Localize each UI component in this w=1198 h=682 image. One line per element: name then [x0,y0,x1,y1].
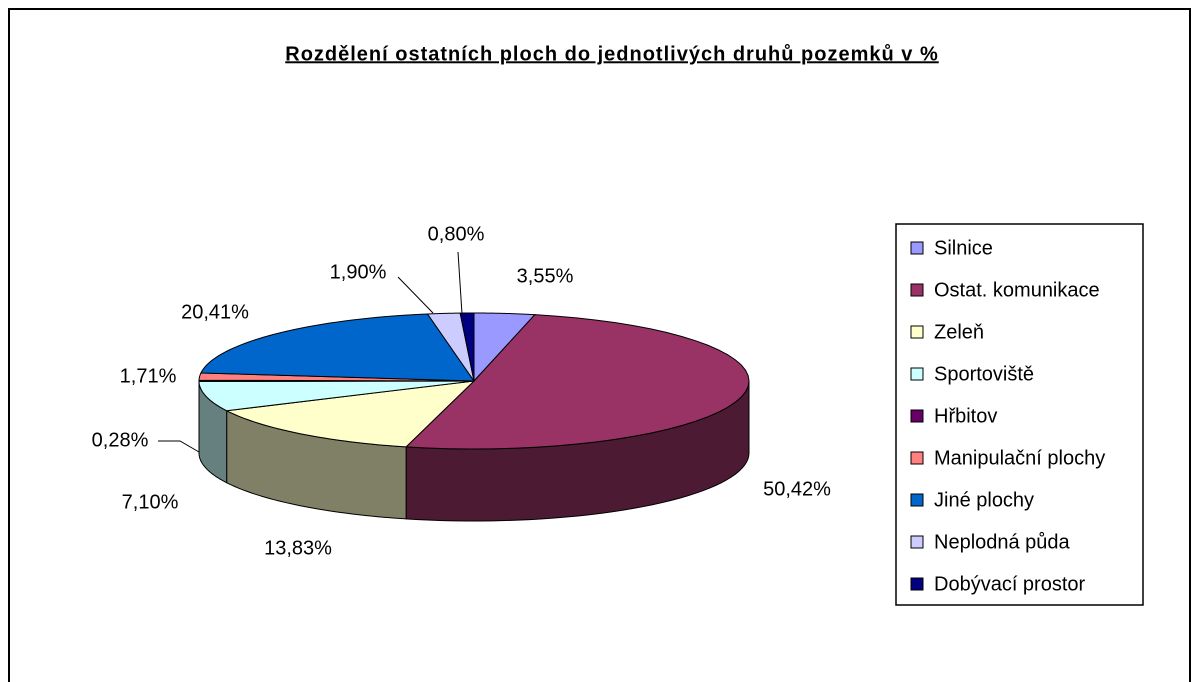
legend-label: Ostat. komunikace [934,279,1100,301]
data-label: 0,28% [92,429,149,451]
legend-swatch [910,283,924,297]
legend-label: Silnice [934,237,993,259]
slice-top [200,313,475,382]
legend-label: Zeleň [934,321,984,343]
legend-box [895,223,1144,606]
slice-top [426,312,475,382]
data-label: 50,42% [763,478,831,500]
legend-swatch [910,367,924,381]
legend-label: Neplodná půda [934,531,1071,553]
chart-frame [8,8,1191,682]
data-label: 1,90% [330,261,387,283]
legend-swatch [910,409,924,423]
chart-title: Rozdělení ostatních ploch do jednotlivýc… [285,43,939,65]
slice [426,312,475,382]
legend-swatch [910,577,924,591]
legend-swatch [910,535,924,549]
legend-label: Dobývací prostor [934,573,1086,595]
data-label: 3,55% [517,265,574,287]
legend-swatch [910,325,924,339]
data-label: 1,71% [120,365,177,387]
legend-swatch [910,451,924,465]
slice-top [404,314,750,450]
slice-top [224,380,476,448]
leader-line [397,276,434,314]
leader-line [457,251,463,315]
leader-line [158,440,200,453]
slice [198,380,475,484]
legend-swatch [910,493,924,507]
slice [200,313,475,382]
legend-label: Hřbitov [934,405,997,427]
data-label: 20,41% [181,301,249,323]
legend-label: Jiné plochy [934,489,1034,511]
legend-swatch [910,241,924,255]
data-label: 13,83% [264,537,332,559]
data-label: 0,80% [428,223,485,245]
data-label: 7,10% [122,491,179,513]
slice [404,314,750,522]
legend-label: Sportoviště [934,363,1034,385]
legend-label: Manipulační plochy [934,447,1105,469]
slice-top [198,380,475,412]
